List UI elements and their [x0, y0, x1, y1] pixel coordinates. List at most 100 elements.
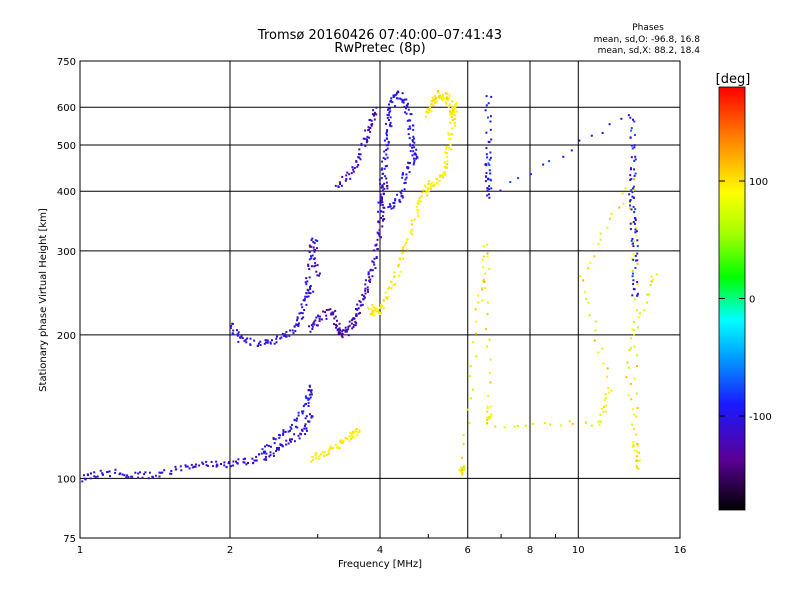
data-point	[633, 144, 636, 147]
data-point	[461, 468, 464, 471]
data-point	[649, 284, 652, 286]
data-point	[368, 119, 371, 121]
data-point	[302, 410, 305, 413]
data-point	[637, 451, 640, 454]
data-point	[313, 258, 316, 261]
data-point	[485, 95, 488, 98]
data-point	[303, 309, 306, 311]
data-point	[485, 153, 488, 156]
data-point	[605, 404, 608, 407]
data-point	[355, 314, 358, 317]
data-point	[608, 123, 611, 126]
data-point	[380, 199, 383, 202]
data-point	[372, 261, 375, 264]
data-point	[339, 181, 341, 184]
data-point	[472, 388, 474, 391]
data-point	[301, 429, 304, 432]
data-point	[487, 394, 490, 397]
data-point	[406, 238, 409, 241]
data-point	[304, 423, 307, 426]
data-point	[632, 279, 635, 282]
data-point	[371, 113, 374, 116]
data-point	[443, 172, 446, 175]
data-point	[350, 433, 353, 436]
data-point	[631, 328, 634, 331]
data-point	[340, 441, 343, 444]
data-point	[488, 417, 491, 420]
data-point	[345, 329, 348, 331]
data-point	[637, 316, 640, 319]
data-point	[590, 424, 593, 427]
data-point	[630, 178, 633, 181]
data-point	[310, 389, 313, 392]
data-point	[369, 280, 371, 283]
data-point	[485, 328, 487, 331]
data-point	[365, 141, 368, 144]
data-point	[408, 137, 411, 140]
data-point	[379, 210, 382, 213]
data-point	[331, 311, 334, 314]
data-point	[405, 173, 408, 176]
data-point	[355, 322, 358, 324]
data-point	[159, 471, 162, 474]
data-point	[275, 450, 278, 452]
data-point	[630, 347, 632, 350]
data-point	[358, 148, 361, 151]
data-point	[265, 452, 268, 455]
data-point	[395, 97, 398, 100]
data-point	[631, 147, 634, 150]
data-point	[383, 206, 386, 209]
data-point	[599, 413, 602, 416]
data-point	[599, 420, 602, 423]
data-point	[385, 153, 388, 156]
data-point	[489, 128, 492, 131]
data-point	[445, 98, 448, 100]
data-point	[371, 269, 374, 272]
data-point	[461, 474, 464, 477]
data-point	[560, 424, 563, 427]
data-point	[285, 330, 288, 333]
data-point	[430, 103, 433, 105]
data-point	[188, 467, 191, 470]
data-point	[264, 339, 267, 342]
data-point	[310, 255, 312, 258]
data-point	[310, 391, 313, 394]
data-point	[379, 198, 382, 201]
data-point	[337, 332, 340, 335]
data-point	[482, 278, 485, 281]
data-point	[338, 327, 341, 330]
data-point	[489, 381, 492, 384]
data-point	[475, 320, 478, 323]
data-point	[371, 304, 374, 307]
data-point	[412, 128, 415, 131]
y-tick-label: 500	[57, 141, 76, 152]
data-point	[542, 163, 545, 166]
data-point	[289, 426, 292, 429]
data-point	[428, 109, 431, 112]
data-point	[228, 461, 231, 463]
data-point	[427, 187, 430, 190]
data-point	[376, 238, 379, 241]
data-point	[412, 157, 415, 160]
data-point	[309, 292, 312, 295]
data-point	[488, 196, 491, 199]
data-point	[296, 317, 299, 320]
data-point	[335, 443, 338, 446]
data-point	[289, 329, 292, 332]
data-point	[370, 308, 373, 311]
data-point	[368, 276, 371, 279]
data-point	[371, 313, 374, 316]
data-point	[517, 177, 520, 180]
data-point	[351, 327, 354, 330]
data-point	[380, 196, 383, 199]
data-point	[403, 188, 406, 191]
data-point	[316, 264, 319, 267]
data-point	[387, 287, 390, 290]
y-tick-label: 750	[57, 57, 76, 68]
data-point	[446, 99, 449, 102]
data-point	[394, 283, 397, 286]
colorbar-tick-label: 0	[749, 295, 755, 306]
data-point	[484, 109, 487, 112]
data-point	[387, 114, 390, 117]
data-point	[360, 144, 363, 147]
